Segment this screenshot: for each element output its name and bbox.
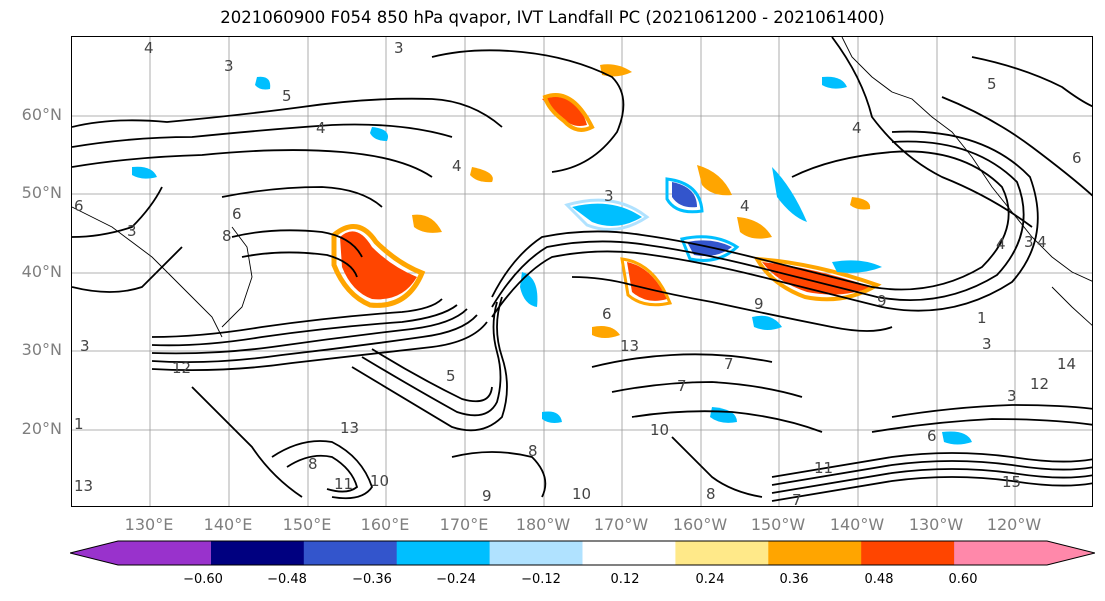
contour-label: 4: [316, 119, 326, 137]
contour-label: 13: [74, 477, 94, 495]
colorbar-segment: [210, 541, 305, 565]
colorbar-tick-label: −0.48: [267, 572, 307, 587]
contour-label: 3: [224, 57, 234, 75]
contour-label: 15: [1002, 473, 1022, 491]
colorbar-segment: [768, 541, 862, 565]
contour-label: 11: [814, 459, 834, 477]
contour-label: 12: [172, 359, 192, 377]
contour-label: 3: [394, 39, 404, 57]
lon-label: 130°W: [908, 515, 964, 534]
contour-label: 8: [528, 442, 538, 460]
contour-label: 6: [602, 305, 612, 323]
contour-label: 13: [340, 419, 360, 437]
contour-label: 11: [334, 475, 354, 493]
colorbar-tick-label: −0.60: [183, 572, 223, 587]
colorbar-segment: [70, 541, 211, 565]
lon-label: 160°E: [360, 515, 410, 534]
colorbar-tick-label: −0.12: [521, 572, 561, 587]
contour-label: 8: [308, 455, 318, 473]
contour-label: 3: [1007, 387, 1017, 405]
contour-label: 3: [604, 187, 614, 205]
coastlines: [72, 37, 1092, 338]
colorbar-segment: [489, 541, 583, 565]
lon-label: 150°W: [750, 515, 806, 534]
lat-label: 30°N: [21, 340, 62, 359]
colorbar: [70, 540, 1095, 566]
gridlines: [72, 37, 1092, 506]
contour-label: 12: [1030, 375, 1050, 393]
contour-label: 6: [232, 205, 242, 223]
contour-label: 6: [74, 197, 84, 215]
colorbar-tick-label: 0.48: [864, 572, 894, 587]
contour-label: 7: [792, 491, 802, 507]
lon-label: 170°E: [439, 515, 489, 534]
colorbar-segment: [396, 541, 491, 565]
colorbar-segment: [954, 541, 1095, 565]
lat-label: 60°N: [21, 105, 62, 124]
contour-label: 5: [282, 87, 292, 105]
colorbar-tick-label: −0.36: [352, 572, 392, 587]
contour-label: 13: [620, 337, 640, 355]
colorbar-segment: [303, 541, 398, 565]
contour-label: 5: [987, 75, 997, 93]
contour-label: 6: [1072, 149, 1082, 167]
contour-label: 1: [74, 415, 84, 433]
contour-label: 9: [754, 295, 764, 313]
contour-label: 3: [80, 337, 90, 355]
lon-label: 120°W: [986, 515, 1042, 534]
contour-label: 4: [740, 197, 750, 215]
contour-label: 1: [977, 309, 987, 327]
contour-label: 5: [446, 367, 456, 385]
contour-label: 8: [222, 227, 232, 245]
contour-label: 3: [982, 335, 992, 353]
contour-label: 4: [144, 39, 154, 57]
contour-label: 4: [452, 157, 462, 175]
colorbar-segment: [675, 541, 769, 565]
contour-label: 6: [927, 427, 937, 445]
contour-label: 10: [370, 472, 390, 490]
colorbar-tick-label: 0.60: [948, 572, 978, 587]
colorbar-tick-label: 0.24: [695, 572, 725, 587]
ivt-contours: [72, 37, 1092, 502]
lat-label: 40°N: [21, 262, 62, 281]
lat-label: 50°N: [21, 183, 62, 202]
contour-label: 4: [1037, 233, 1047, 251]
colorbar-tick-label: −0.24: [436, 572, 476, 587]
contour-label: 10: [650, 421, 670, 439]
contour-label: 7: [724, 355, 734, 373]
lon-label: 140°E: [203, 515, 253, 534]
contour-label: 14: [1057, 355, 1077, 373]
lon-label: 180°W: [515, 515, 571, 534]
lon-label: 130°E: [124, 515, 174, 534]
contour-label: 3: [127, 222, 137, 240]
contour-label: 9: [877, 292, 887, 310]
contour-label: 8: [706, 485, 716, 503]
contour-label: 7: [677, 377, 687, 395]
map-panel[interactable]: 4 3 5 4 6 4 5 3 6 6 4 9 4 3 4 3 4 8 3 3 …: [71, 36, 1093, 507]
lon-label: 160°W: [672, 515, 728, 534]
lon-label: 140°W: [829, 515, 885, 534]
contour-label: 3: [1024, 233, 1034, 251]
contour-label: 4: [996, 235, 1006, 253]
contour-label: 9: [482, 487, 492, 505]
contour-label: 4: [852, 119, 862, 137]
map-title: 2021060900 F054 850 hPa qvapor, IVT Land…: [220, 8, 885, 27]
lon-label: 170°W: [593, 515, 649, 534]
colorbar-tick-label: 0.12: [610, 572, 640, 587]
contour-label: 10: [572, 485, 592, 503]
lat-label: 20°N: [21, 419, 62, 438]
lon-label: 150°E: [282, 515, 332, 534]
colorbar-segment: [861, 541, 955, 565]
colorbar-tick-label: 0.36: [779, 572, 809, 587]
colorbar-segment: [582, 541, 676, 565]
